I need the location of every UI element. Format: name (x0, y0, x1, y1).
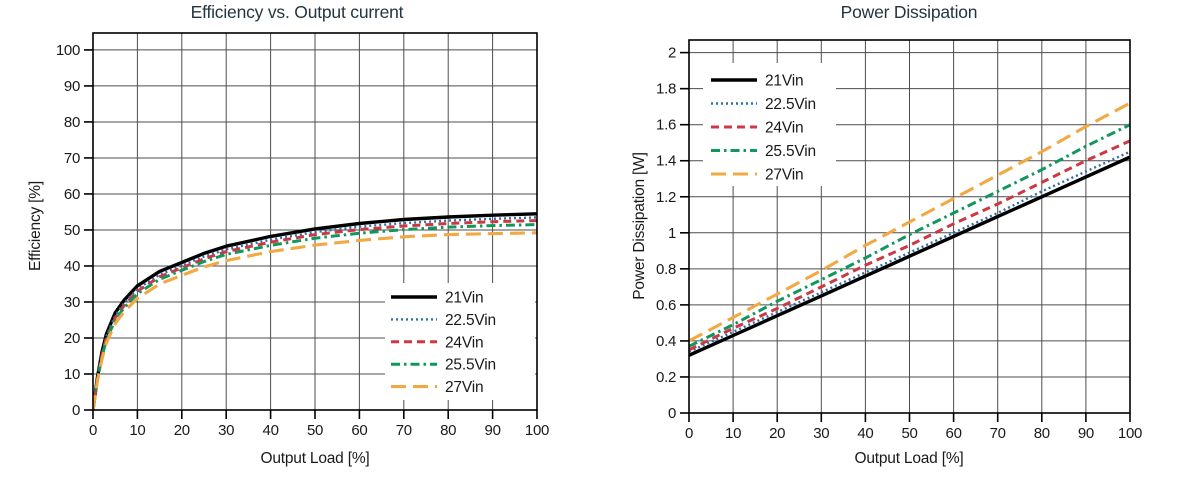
x-tick-label: 0 (89, 422, 97, 439)
legend-label-24vin: 24Vin (765, 120, 803, 137)
x-tick-label: 100 (525, 422, 549, 439)
x-tick-label: 0 (685, 425, 693, 442)
y-tick-label: 90 (64, 78, 80, 95)
legend-item-21vin: 21Vin (711, 73, 804, 90)
x-tick-label: 40 (857, 425, 873, 442)
series-line-27vin (689, 101, 1130, 343)
axis-ticks: 0 10 20 30 40 50 60 70 80 90 100 0 0.2 0.4 0.6 0.8 1 1.2 1… (656, 45, 1142, 442)
x-axis-label: Output Load [%] (260, 450, 369, 467)
x-tick-label: 30 (813, 425, 829, 442)
x-tick-label: 40 (263, 422, 279, 439)
legend-label-21vin: 21Vin (765, 73, 803, 90)
y-tick-label: 60 (64, 186, 80, 203)
legend-background (703, 63, 836, 186)
series-line-21vin (689, 155, 1130, 357)
y-tick-label: 1 (668, 225, 676, 242)
x-tick-label: 50 (901, 425, 917, 442)
x-tick-label: 10 (725, 425, 741, 442)
legend-label-24vin: 24Vin (445, 334, 483, 351)
legend-label-22-5vin: 22.5Vin (445, 312, 496, 329)
axis-ticks: 0 10 20 30 40 50 60 70 80 90 100 0 10 20 30 40 50 60 70 80 9… (56, 42, 550, 439)
x-tick-label: 20 (174, 422, 190, 439)
y-tick-label: 1.4 (656, 153, 676, 170)
x-tick-label: 90 (1078, 425, 1094, 442)
y-tick-label: 70 (64, 150, 80, 167)
legend: 21Vin 22.5Vin 24Vin 25.5Vin 27Vin (385, 283, 535, 400)
legend-item-24vin: 24Vin (391, 334, 484, 351)
y-tick-label: 40 (64, 258, 80, 275)
y-tick-label: 0.2 (656, 369, 676, 386)
y-tick-label: 2 (668, 45, 676, 62)
legend-item-22-5vin: 22.5Vin (711, 96, 816, 113)
legend-item-25-5vin: 25.5Vin (391, 357, 496, 374)
power-dissipation-chart: 21Vin 22.5Vin 24Vin 25.5Vin 27Vin 0 10 20 30 40 50… (600, 0, 1200, 480)
y-tick-label: 1.2 (656, 189, 676, 206)
legend-item-27vin: 27Vin (391, 379, 484, 396)
x-tick-label: 80 (1034, 425, 1050, 442)
x-tick-label: 70 (990, 425, 1006, 442)
legend-label-25-5vin: 25.5Vin (765, 143, 816, 160)
grid (688, 40, 1131, 414)
x-tick-label: 20 (769, 425, 785, 442)
y-tick-label: 100 (56, 42, 80, 59)
series-line-21vin (93, 212, 537, 410)
efficiency-chart-svg: 21Vin 22.5Vin 24Vin 25.5Vin 27Vin 0 10 20 30 40 50… (27, 2, 550, 467)
y-axis-label: Power Dissipation [W] (631, 152, 648, 299)
y-tick-label: 0 (72, 402, 80, 419)
legend-item-24vin: 24Vin (711, 120, 804, 137)
series-line-24vin (689, 139, 1130, 352)
y-tick-label: 0.6 (656, 297, 676, 314)
x-tick-label: 90 (485, 422, 501, 439)
legend-label-27vin: 27Vin (445, 379, 483, 396)
series-lines (689, 101, 1130, 357)
x-axis-label: Output Load [%] (854, 450, 963, 467)
x-tick-label: 10 (129, 422, 145, 439)
y-tick-label: 1.8 (656, 81, 676, 98)
legend-label-22-5vin: 22.5Vin (765, 96, 816, 113)
efficiency-chart: 21Vin 22.5Vin 24Vin 25.5Vin 27Vin 0 10 20 30 40 50… (27, 2, 550, 467)
x-tick-label: 80 (440, 422, 456, 439)
series-line-27vin (93, 231, 537, 410)
y-tick-label: 30 (64, 294, 80, 311)
legend-label-25-5vin: 25.5Vin (445, 357, 496, 374)
x-tick-label: 100 (1118, 425, 1142, 442)
y-tick-label: 0.8 (656, 261, 676, 278)
y-tick-label: 0 (668, 405, 676, 422)
y-axis-label: Efficiency [%] (27, 181, 44, 271)
x-tick-label: 60 (351, 422, 367, 439)
x-tick-label: 70 (396, 422, 412, 439)
y-tick-label: 20 (64, 330, 80, 347)
legend-item-27vin: 27Vin (711, 167, 804, 184)
legend-item-21vin: 21Vin (391, 290, 484, 307)
legend-item-25-5vin: 25.5Vin (711, 143, 816, 160)
y-tick-label: 80 (64, 114, 80, 131)
series-line-25-5vin (689, 123, 1130, 348)
chart-title: Power Dissipation (841, 2, 978, 22)
y-tick-label: 1.6 (656, 117, 676, 134)
legend-item-22-5vin: 22.5Vin (391, 312, 496, 329)
y-tick-label: 0.4 (656, 333, 676, 350)
series-line-22-5vin (689, 150, 1130, 353)
x-tick-label: 50 (307, 422, 323, 439)
chart-title: Efficiency vs. Output current (191, 2, 404, 22)
y-tick-label: 10 (64, 366, 80, 383)
series-line-25-5vin (93, 223, 537, 410)
x-tick-label: 30 (218, 422, 234, 439)
y-tick-label: 50 (64, 222, 80, 239)
legend-label-27vin: 27Vin (765, 167, 803, 184)
legend-label-21vin: 21Vin (445, 290, 483, 307)
legend: 21Vin 22.5Vin 24Vin 25.5Vin 27Vin (703, 63, 836, 186)
series-lines (93, 212, 537, 410)
x-tick-label: 60 (946, 425, 962, 442)
